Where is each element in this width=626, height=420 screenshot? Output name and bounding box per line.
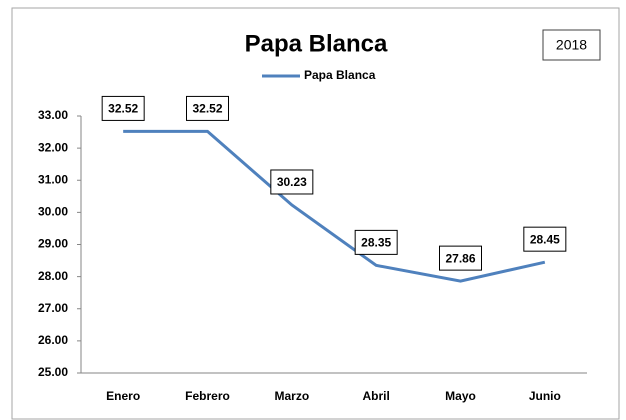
y-tick-label: 25.00 — [38, 365, 68, 379]
x-tick-label: Mayo — [445, 389, 476, 403]
chart-title: Papa Blanca — [245, 30, 388, 57]
data-label-box — [354, 229, 398, 255]
data-label: 28.45 — [530, 232, 560, 246]
x-tick-label: Junio — [529, 389, 561, 403]
y-tick-label: 29.00 — [38, 237, 68, 251]
legend-label: Papa Blanca — [304, 68, 376, 82]
y-tick-label: 26.00 — [38, 333, 68, 347]
data-label: 32.52 — [192, 102, 222, 116]
data-label-box — [523, 226, 567, 252]
x-tick-label: Enero — [106, 389, 140, 403]
y-tick-label: 28.00 — [38, 269, 68, 283]
line — [123, 129, 546, 283]
data-label: 27.86 — [445, 251, 475, 265]
y-tick-label: 27.00 — [38, 301, 68, 315]
y-tick-label: 32.00 — [38, 140, 68, 154]
x-tick-label: Marzo — [274, 389, 309, 403]
chart-border — [11, 7, 620, 420]
annotation: 2018 — [556, 37, 587, 53]
data-label-box — [439, 245, 482, 271]
data-label: 28.35 — [361, 236, 391, 250]
data-label: 30.23 — [277, 175, 307, 189]
y-tick-label: 31.00 — [38, 172, 68, 186]
annotation-box — [542, 29, 601, 61]
x-tick-label: Abril — [362, 389, 389, 403]
y-tick-label: 30.00 — [38, 205, 68, 219]
data-label-box — [101, 95, 145, 121]
y-tick-label: 33.00 — [38, 108, 68, 122]
data-label-box — [186, 95, 229, 121]
x-tick-label: Febrero — [185, 389, 230, 403]
data-label-box — [270, 169, 314, 195]
data-label: 32.52 — [108, 102, 138, 116]
